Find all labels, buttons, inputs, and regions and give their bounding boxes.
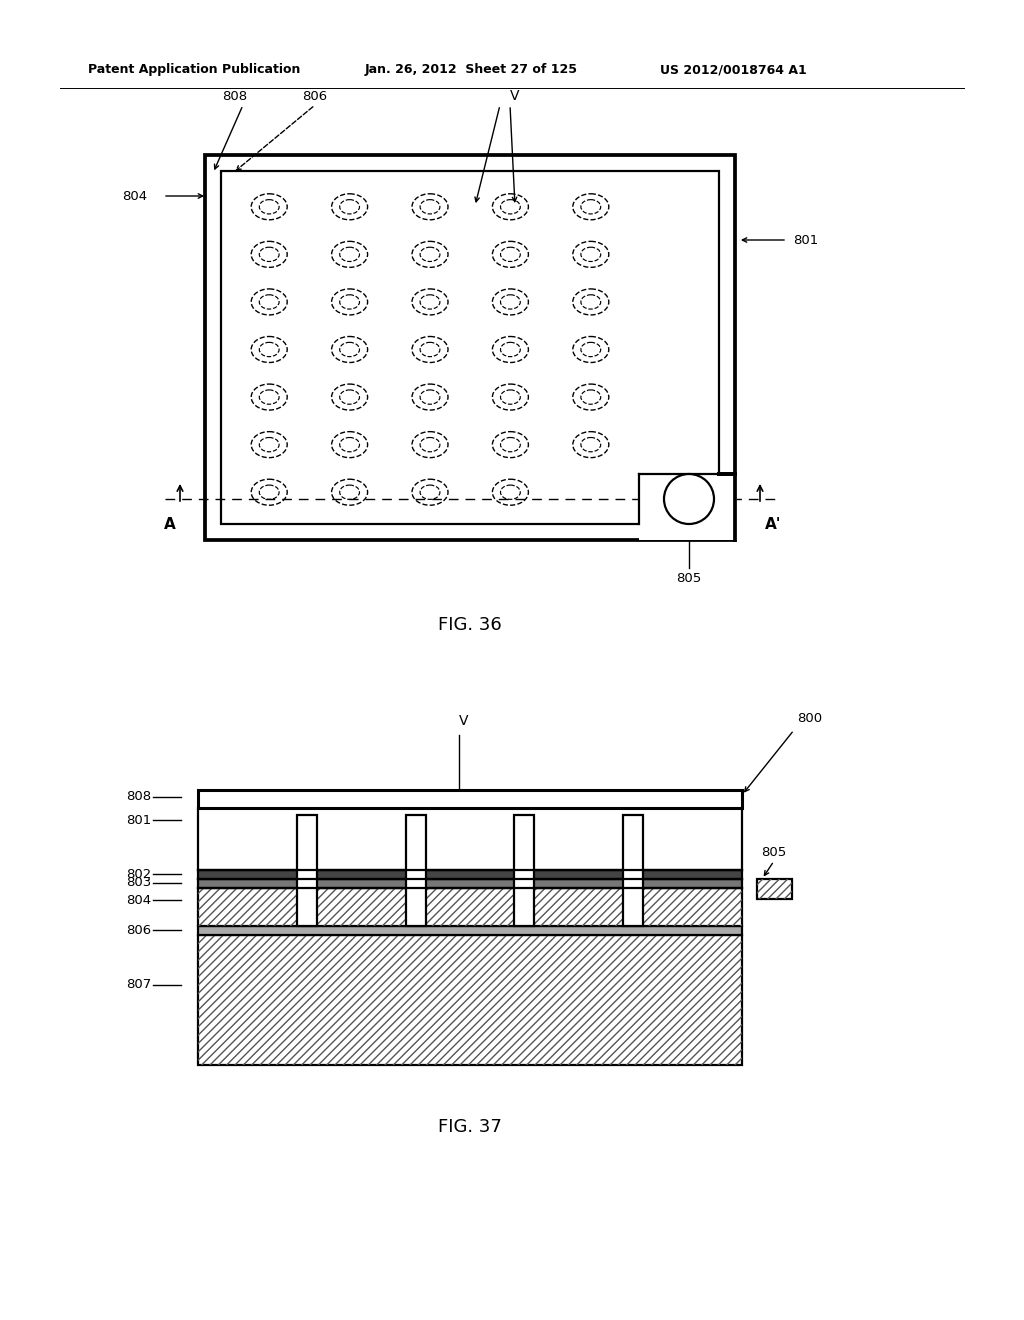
Text: 806: 806 <box>126 924 151 936</box>
Bar <box>297 870 316 879</box>
Bar <box>198 888 742 927</box>
Text: 801: 801 <box>126 813 151 826</box>
Bar <box>297 888 316 927</box>
Text: FIG. 36: FIG. 36 <box>438 616 502 634</box>
Text: A: A <box>164 517 176 532</box>
Text: Patent Application Publication: Patent Application Publication <box>88 63 300 77</box>
Bar <box>198 879 742 888</box>
Text: 807: 807 <box>126 978 151 991</box>
Text: Jan. 26, 2012  Sheet 27 of 125: Jan. 26, 2012 Sheet 27 of 125 <box>365 63 578 77</box>
Bar <box>514 879 535 888</box>
Bar <box>198 935 742 1065</box>
Bar <box>514 814 535 927</box>
Bar <box>514 870 535 879</box>
Bar <box>198 927 742 935</box>
Bar <box>221 172 719 524</box>
Bar <box>624 879 643 888</box>
Text: 805: 805 <box>677 572 701 585</box>
Bar <box>198 870 742 879</box>
Bar <box>198 935 742 1065</box>
Text: 805: 805 <box>762 846 786 859</box>
Bar <box>198 808 742 870</box>
Text: FIG. 37: FIG. 37 <box>438 1118 502 1137</box>
Bar <box>406 888 426 927</box>
Text: US 2012/0018764 A1: US 2012/0018764 A1 <box>660 63 807 77</box>
Bar <box>198 888 742 927</box>
Text: 804: 804 <box>122 190 147 202</box>
Text: 800: 800 <box>797 711 822 725</box>
Text: 806: 806 <box>302 90 328 103</box>
Text: 802: 802 <box>126 867 151 880</box>
Bar <box>205 154 735 540</box>
Bar <box>406 879 426 888</box>
Text: V: V <box>460 714 469 729</box>
Bar <box>624 888 643 927</box>
Text: 801: 801 <box>793 234 818 247</box>
Text: V: V <box>510 88 520 103</box>
Text: 804: 804 <box>126 894 151 907</box>
Bar <box>198 789 742 808</box>
Bar <box>297 814 316 927</box>
Text: A': A' <box>765 517 781 532</box>
Circle shape <box>664 474 714 524</box>
Bar <box>757 879 792 899</box>
Text: 808: 808 <box>126 791 151 804</box>
Text: 803: 803 <box>126 876 151 890</box>
Bar <box>624 814 643 927</box>
Bar <box>639 474 735 540</box>
Text: 808: 808 <box>222 90 248 103</box>
Bar <box>406 814 426 927</box>
Bar <box>406 870 426 879</box>
Bar <box>297 879 316 888</box>
Bar <box>719 473 737 540</box>
Bar <box>514 888 535 927</box>
Bar <box>624 870 643 879</box>
Bar <box>757 879 792 899</box>
